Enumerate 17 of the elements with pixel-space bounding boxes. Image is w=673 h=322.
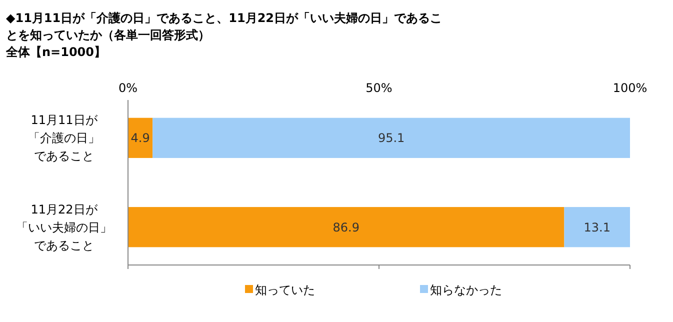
bar [564, 207, 630, 248]
data-label: 13.1 [584, 220, 610, 234]
y-tick-label: 11月11日が「介護の日」であること [28, 113, 100, 164]
legend-label: 知らなかった [430, 283, 502, 298]
y-tick-label: 11月22日が「いい夫婦の日」であること [16, 202, 112, 252]
x-tick-label: 50% [366, 81, 392, 95]
data-label: 4.9 [130, 131, 150, 146]
data-label: 95.1 [378, 131, 405, 146]
bar [128, 207, 564, 248]
legend-label: 知っていた [255, 283, 315, 298]
x-tick-label: 0% [118, 81, 138, 95]
bar [128, 118, 153, 158]
x-tick-label: 100% [612, 81, 648, 95]
bar [152, 118, 630, 158]
chart-title: ◆11月11日が「介護の日」であること、11月22日が「いい夫婦の日」であることを知っていたか（各単一回答形式） [6, 11, 442, 42]
data-label: 86.9 [332, 220, 360, 234]
chart-subtitle: 全体【n=1000】 [5, 45, 106, 59]
